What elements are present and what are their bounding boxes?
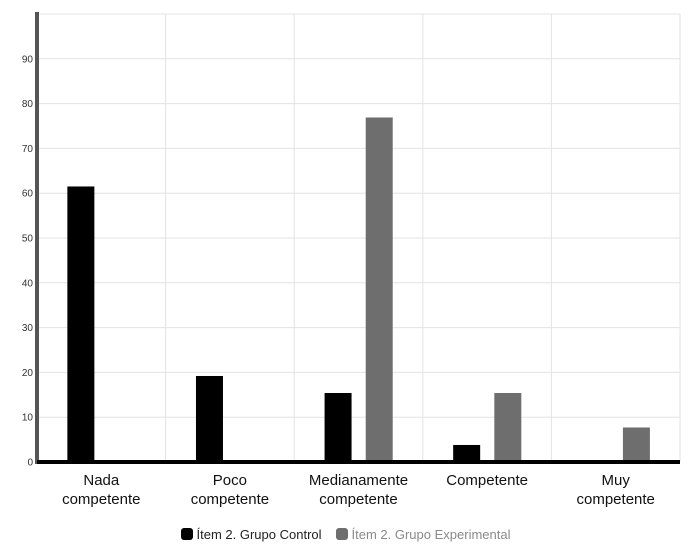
y-tick-label: 20 <box>22 368 34 379</box>
legend-label-experimental: Ítem 2. Grupo Experimental <box>351 526 511 542</box>
x-tick-label: Poco <box>213 472 247 489</box>
y-tick-label: 90 <box>22 54 34 65</box>
y-tick-label: 40 <box>22 278 34 289</box>
legend-swatch-experimental <box>335 528 348 540</box>
bar-control <box>324 393 352 462</box>
y-tick-label: 60 <box>22 189 34 200</box>
bar-experimental <box>494 393 522 462</box>
legend-swatch-control <box>180 528 193 540</box>
y-tick-label: 50 <box>22 234 34 245</box>
bar-control <box>195 375 223 462</box>
bar-control <box>453 444 481 462</box>
x-tick-label: competente <box>62 491 140 508</box>
y-tick-label: 30 <box>22 323 34 334</box>
y-tick-label: 80 <box>22 99 34 110</box>
bar-control <box>67 186 95 463</box>
x-tick-label: Muy <box>602 472 631 489</box>
legend-label-control: Ítem 2. Grupo Control <box>196 526 322 542</box>
y-tick-label: 70 <box>22 144 34 155</box>
y-tick-label: 10 <box>22 413 34 424</box>
x-tick-label: competente <box>191 491 269 508</box>
x-tick-label: Medianamente <box>309 472 408 489</box>
x-tick-label: competente <box>319 491 397 508</box>
x-tick-label: Nada <box>83 472 120 489</box>
legend-item-experimental: Ítem 2. Grupo Experimental <box>335 526 511 542</box>
x-tick-label: Competente <box>446 472 528 489</box>
legend-item-control: Ítem 2. Grupo Control <box>180 526 322 542</box>
bar-chart: 0 10 20 30 40 50 60 70 80 90 Nada competente Poco com… <box>22 12 681 508</box>
bar-experimental <box>622 427 650 462</box>
bar-experimental <box>365 117 393 462</box>
x-tick-label: competente <box>577 491 655 508</box>
y-tick-label: 0 <box>27 458 33 469</box>
legend: Ítem 2. Grupo Control Ítem 2. Grupo Expe… <box>0 523 691 545</box>
